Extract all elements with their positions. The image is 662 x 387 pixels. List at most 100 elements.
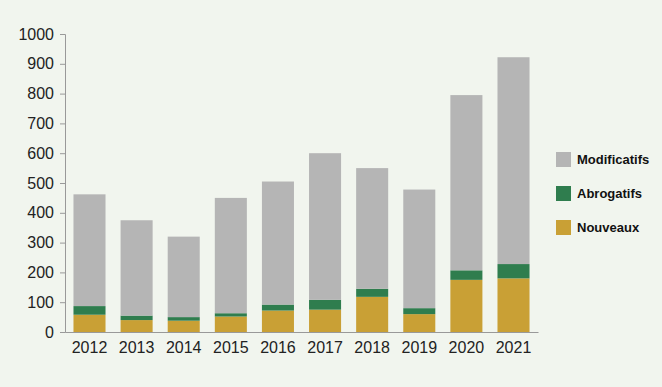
y-tick-label: 900 [27, 55, 54, 72]
y-tick-mark [60, 302, 65, 303]
x-tick-label: 2012 [72, 339, 108, 356]
bar [403, 308, 435, 314]
bar [121, 220, 153, 315]
y-tick-mark [60, 272, 65, 273]
y-tick: 500 [27, 175, 65, 192]
y-tick-mark [60, 34, 65, 35]
y-tick: 900 [27, 55, 65, 72]
y-tick: 600 [27, 145, 65, 162]
y-tick-label: 300 [27, 234, 54, 251]
y-tick-mark [60, 64, 65, 65]
bar [121, 320, 153, 332]
bar [215, 317, 247, 332]
y-tick: 300 [27, 234, 65, 251]
y-tick: 400 [27, 204, 65, 221]
y-tick-label: 500 [27, 175, 54, 192]
y-tick-label: 1000 [18, 26, 54, 43]
x-tick-label: 2020 [449, 339, 485, 356]
bar [356, 297, 388, 332]
bar [73, 315, 105, 332]
legend-swatch [556, 152, 571, 167]
bar [73, 306, 105, 315]
y-axis: 0 100 200 300 400 500 600 700 800 900 1000 [18, 26, 65, 341]
bar [309, 310, 341, 332]
x-tick-label: 2013 [119, 339, 155, 356]
y-tick-label: 400 [27, 204, 54, 221]
x-tick: 2020 [449, 332, 485, 356]
series-bars [73, 57, 529, 317]
y-tick: 0 [45, 324, 65, 341]
y-tick-mark [60, 183, 65, 184]
x-tick: 2012 [72, 332, 108, 356]
y-tick-mark [60, 213, 65, 214]
legend-swatch [556, 220, 571, 235]
y-tick-mark [60, 332, 65, 333]
y-tick-label: 700 [27, 115, 54, 132]
y-tick: 200 [27, 264, 65, 281]
bar [309, 300, 341, 310]
bar [497, 57, 529, 264]
y-axis-line [60, 35, 66, 333]
x-axis-line [66, 332, 539, 333]
bar [262, 305, 294, 311]
bar [215, 313, 247, 316]
bar [450, 95, 482, 270]
legend-item: Modificatifs [556, 152, 649, 167]
bar [168, 317, 200, 321]
x-tick: 2018 [354, 332, 390, 356]
bar [356, 289, 388, 297]
chart: 0 100 200 300 400 500 600 700 800 900 1000 2012 2013… [0, 0, 662, 387]
y-tick-mark [60, 243, 65, 244]
bar [121, 316, 153, 320]
bar [309, 153, 341, 300]
legend: Modificatifs Abrogatifs Nouveaux [556, 152, 649, 235]
bar [497, 264, 529, 278]
bar [73, 194, 105, 306]
x-tick-label: 2015 [213, 339, 249, 356]
x-tick-label: 2014 [166, 339, 202, 356]
bar [403, 190, 435, 309]
legend-label: Nouveaux [577, 220, 640, 235]
x-tick: 2013 [119, 332, 155, 356]
y-tick-label: 800 [27, 85, 54, 102]
y-tick-label: 100 [27, 294, 54, 311]
bar [215, 198, 247, 313]
bar [168, 321, 200, 332]
bar [497, 278, 529, 332]
bars [73, 57, 529, 332]
y-tick: 700 [27, 115, 65, 132]
y-tick: 1000 [18, 26, 65, 43]
x-tick-label: 2021 [496, 339, 532, 356]
y-tick-mark [60, 94, 65, 95]
legend-label: Modificatifs [577, 152, 649, 167]
x-tick: 2017 [307, 332, 343, 356]
y-tick: 100 [27, 294, 65, 311]
y-tick-label: 600 [27, 145, 54, 162]
y-tick-label: 0 [45, 324, 54, 341]
x-tick: 2015 [213, 332, 249, 356]
x-tick: 2016 [260, 332, 296, 356]
x-tick-label: 2017 [307, 339, 343, 356]
legend-item: Nouveaux [556, 220, 640, 235]
legend-item: Abrogatifs [556, 186, 642, 201]
y-tick: 800 [27, 85, 65, 102]
y-tick-mark [60, 123, 65, 124]
bar [356, 168, 388, 289]
bar [403, 314, 435, 332]
y-tick-mark [60, 153, 65, 154]
x-tick-label: 2018 [354, 339, 390, 356]
x-tick-label: 2016 [260, 339, 296, 356]
plot: 0 100 200 300 400 500 600 700 800 900 1000 2012 2013… [18, 26, 538, 357]
bar [168, 237, 200, 317]
bar [262, 182, 294, 305]
legend-label: Abrogatifs [577, 186, 642, 201]
x-tick-label: 2019 [401, 339, 437, 356]
x-axis: 2012 2013 2014 2015 2016 2017 2018 2019 2020 2021 [66, 332, 539, 356]
x-tick: 2019 [401, 332, 437, 356]
x-tick: 2014 [166, 332, 202, 356]
bar [450, 280, 482, 332]
x-tick: 2021 [496, 332, 532, 356]
legend-swatch [556, 186, 571, 201]
y-tick-label: 200 [27, 264, 54, 281]
bar [262, 311, 294, 332]
